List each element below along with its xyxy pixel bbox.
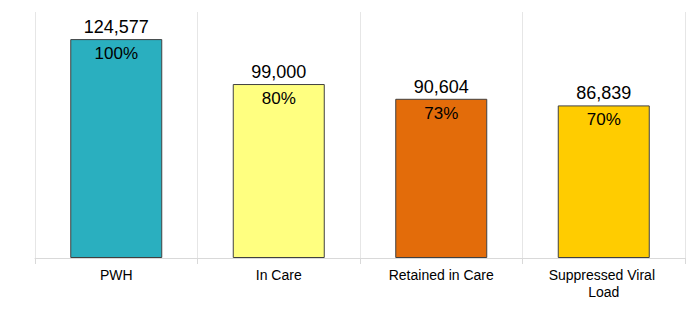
svg-text:Suppressed Viral: Suppressed Viral [549, 267, 659, 283]
svg-text:100%: 100% [95, 44, 138, 63]
svg-text:86,839: 86,839 [576, 83, 631, 103]
svg-text:Load: Load [588, 284, 619, 300]
svg-text:In Care: In Care [256, 267, 302, 283]
svg-text:80%: 80% [262, 89, 296, 108]
svg-text:73%: 73% [424, 104, 458, 123]
svg-text:124,577: 124,577 [84, 17, 149, 37]
svg-text:90,604: 90,604 [414, 77, 469, 97]
svg-text:Retained in Care: Retained in Care [389, 267, 494, 283]
svg-text:99,000: 99,000 [251, 62, 306, 82]
svg-text:PWH: PWH [100, 267, 133, 283]
svg-text:70%: 70% [587, 110, 621, 129]
